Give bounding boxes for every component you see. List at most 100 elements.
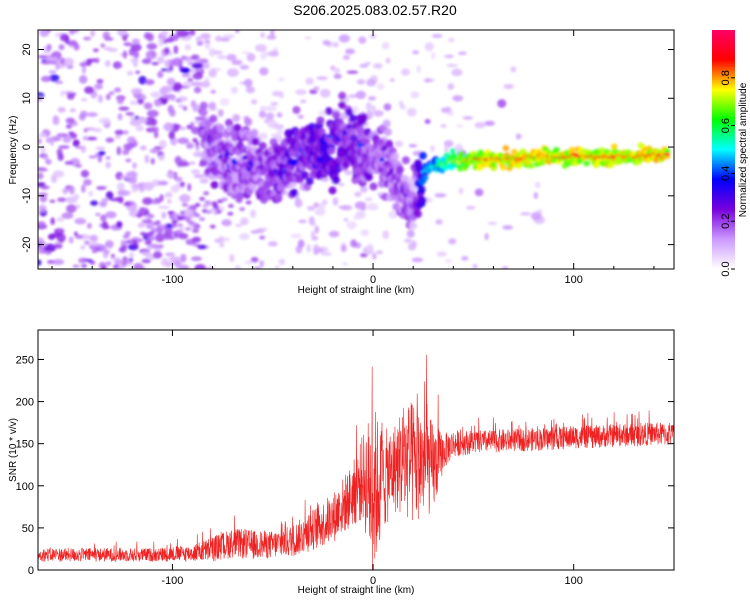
spectrogram-noise-blob	[430, 52, 436, 60]
spectrogram-noise-blob	[411, 257, 424, 263]
spectrogram-noise-blob	[158, 154, 165, 161]
snr-y-tick-label: 100	[16, 481, 34, 493]
spectrogram-ridge-halo	[250, 128, 259, 137]
spectrogram-streak-blob	[132, 242, 139, 247]
spectrogram-noise-blob	[46, 43, 52, 51]
spectrogram-noise-blob	[161, 85, 169, 95]
spectrogram-noise-blob	[122, 50, 128, 59]
spectrogram-noise-blob	[174, 259, 182, 269]
spectrogram-ridge-halo	[382, 119, 391, 128]
spectrogram-ridge-halo	[235, 192, 244, 201]
spectrogram-streak-blob	[168, 235, 175, 240]
spectrogram-streak-blob	[166, 230, 173, 235]
spectrogram-noise-blob	[79, 62, 88, 67]
spectrogram-ridge-halo	[208, 101, 217, 110]
spectrogram-noise-blob	[258, 132, 268, 140]
spectrogram-ridge-halo	[383, 128, 392, 137]
spectrogram-noise-blob	[195, 145, 200, 151]
spectrogram-noise-blob	[313, 86, 320, 92]
spectrogram-noise-blob	[138, 75, 147, 85]
spectrogram-ridge-halo	[347, 127, 356, 136]
spectrogram-noise-blob	[39, 30, 50, 37]
spectrogram-noise-blob	[174, 176, 183, 182]
spectrogram-noise-blob	[158, 37, 164, 47]
spectrogram-ridge-halo	[348, 114, 357, 123]
spectrogram-noise-blob	[185, 142, 194, 149]
spectrogram-noise-blob	[239, 233, 250, 241]
spectrogram-streak-blob	[83, 240, 90, 245]
spectrogram-noise-blob	[314, 225, 319, 234]
spectrogram-ridge-halo	[276, 183, 285, 192]
spectrogram-ridge-halo	[216, 124, 225, 133]
spectrogram-noise-blob	[45, 158, 52, 165]
spectrogram-noise-blob	[319, 88, 331, 98]
spectrogram-streak-blob	[185, 226, 192, 231]
spectrogram-noise-blob	[44, 251, 52, 255]
spectrogram-noise-blob	[142, 197, 153, 205]
spectrogram-x-tick-label: 100	[565, 274, 583, 286]
spectrogram-noise-blob	[176, 30, 189, 38]
spectrogram-noise-blob	[195, 140, 200, 148]
spectrogram-ridge-core	[357, 142, 363, 148]
spectrogram-noise-blob	[88, 242, 100, 247]
spectrogram-noise-blob	[179, 194, 191, 203]
spectrogram-ridge-halo	[258, 141, 267, 150]
spectrogram-streak-blob	[239, 207, 246, 212]
spectrogram-noise-blob	[116, 221, 123, 228]
spectrogram-noise-blob	[157, 180, 169, 186]
spectrogram-noise-blob	[451, 68, 463, 77]
spectrogram-noise-blob	[168, 130, 176, 140]
spectrogram-noise-blob	[104, 240, 114, 249]
spectrogram-noise-blob	[189, 68, 197, 74]
spectrogram-streak-blob	[85, 284, 91, 288]
spectrogram-noise-blob	[192, 104, 200, 113]
spectrogram-noise-blob	[359, 63, 369, 68]
spectrogram-noise-blob	[194, 264, 207, 269]
figure-title: S206.2025.083.02.57.R20	[293, 2, 457, 18]
spectrogram-noise-blob	[212, 50, 223, 55]
spectrogram-noise-blob	[105, 137, 115, 143]
snr-frame	[37, 329, 675, 571]
spectrogram-noise-blob	[122, 149, 130, 156]
spectrogram-noise-blob	[74, 218, 87, 225]
spectrogram-noise-blob	[307, 205, 315, 211]
spectrogram-noise-blob	[90, 30, 95, 37]
spectrogram-noise-blob	[155, 233, 165, 243]
spectrogram-x-axis: -100 0 100	[51, 30, 655, 286]
spectrogram-noise-blob	[350, 239, 357, 248]
spectrogram-ridge-halo	[413, 210, 422, 219]
spectrogram-noise-blob	[150, 91, 162, 98]
spectrogram-noise-blob	[259, 67, 269, 76]
spectrogram-streak-blob	[124, 231, 131, 236]
spectrogram-noise-blob	[290, 233, 302, 239]
spectrogram-ridge-halo	[338, 91, 347, 100]
spectrogram-noise-blob	[371, 105, 376, 112]
spectrogram-y-tick-label: 10	[21, 92, 33, 104]
spectrogram-noise-blob	[344, 170, 353, 176]
spectrogram-noise-blob	[163, 122, 174, 132]
spectrogram-noise-blob	[436, 251, 447, 257]
spectrogram-noise-blob	[40, 185, 50, 190]
spectrogram-streak-blob	[104, 249, 111, 254]
spectrogram-noise-blob	[45, 137, 51, 143]
spectrogram-noise-blob	[136, 98, 144, 105]
spectrogram-noise-blob	[161, 30, 169, 37]
spectrogram-noise-blob	[304, 36, 312, 40]
spectrogram-noise-blob	[88, 155, 97, 159]
spectrogram-streak-blob	[212, 203, 219, 208]
spectrogram-ridge-halo	[395, 165, 404, 174]
snr-y-axis: 0 50 100 150 200 250	[16, 354, 674, 577]
spectrogram-ridge-halo	[327, 146, 336, 155]
spectrogram-streak-blob	[145, 218, 152, 223]
spectrogram-noise-blob	[38, 168, 49, 172]
spectrogram-ridge-halo	[274, 192, 283, 201]
spectrogram-noise-blob	[321, 199, 328, 206]
spectrogram-noise-blob	[311, 236, 319, 241]
spectrogram-ridge-halo	[611, 143, 618, 150]
spectrogram-streak-blob	[91, 249, 98, 254]
spectrogram-ridge-halo	[225, 175, 234, 184]
spectrogram-ridge-halo	[308, 122, 317, 131]
spectrogram-noise-blob	[40, 60, 53, 65]
spectrogram-noise-blob	[115, 196, 122, 202]
